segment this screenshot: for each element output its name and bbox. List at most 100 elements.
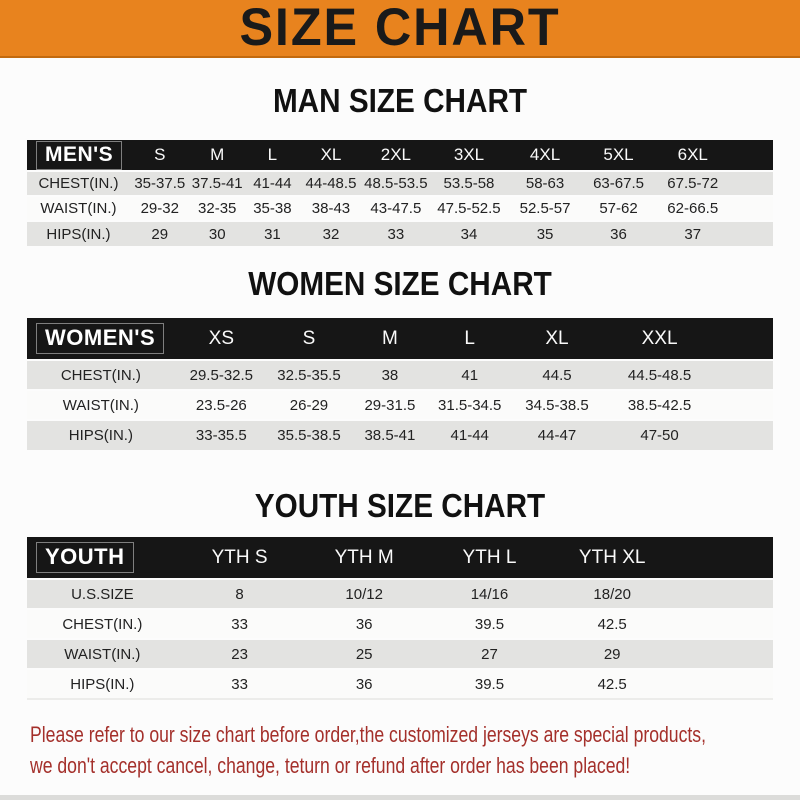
row-label-cell: HIPS(IN.) — [27, 419, 175, 450]
row-label-cell: CHEST(IN.) — [27, 359, 175, 390]
value-cell: 26-29 — [267, 389, 350, 420]
order-disclaimer: Please refer to our size chart before or… — [0, 719, 800, 781]
table-row: WAIST(IN.) 23.5-26 26-29 29-31.5 31.5-34.5 34… — [27, 389, 773, 420]
value-cell: 35.5-38.5 — [267, 419, 350, 450]
spacer-cell — [672, 537, 773, 579]
value-cell: 30 — [189, 220, 245, 246]
size-column-header: 3XL — [453, 145, 485, 164]
size-chart-banner: SIZE CHART — [0, 0, 800, 58]
spacer-cell — [715, 318, 773, 360]
table-corner-label: YOUTH — [36, 542, 134, 573]
page-title: SIZE CHART — [239, 0, 561, 57]
row-label-cell: HIPS(IN.) — [27, 220, 130, 246]
value-cell: 57-62 — [581, 195, 656, 221]
value-cell: 44.5 — [509, 359, 605, 390]
value-cell: 38.5-42.5 — [604, 389, 715, 420]
table-row: U.S.SIZE 8 10/12 14/16 18/20 — [27, 578, 773, 609]
value-cell: 36 — [581, 220, 656, 246]
value-cell: 32 — [300, 220, 362, 246]
value-cell: 41 — [429, 359, 510, 390]
size-column-header: YTH S — [211, 546, 268, 568]
size-column-header: XL — [545, 327, 569, 349]
value-cell: 27 — [426, 638, 553, 669]
youth-size-chart-title: YOUTH SIZE CHART — [254, 487, 546, 524]
size-column-header: XS — [208, 327, 234, 349]
spacer-cell — [730, 220, 773, 246]
disclaimer-line-2: we don't accept cancel, change, teturn o… — [30, 753, 631, 778]
table-row: HIPS(IN.) 29 30 31 32 33 34 35 36 37 — [27, 220, 773, 246]
table-corner-cell: WOMEN'S — [27, 318, 175, 360]
man-size-section: MAN SIZE CHART MEN'S S M L XL 2XL 3XL 4XL 5XL 6XL… — [0, 83, 800, 246]
size-column-header: L — [267, 145, 278, 164]
value-cell: 23.5-26 — [174, 389, 268, 420]
size-column-header: XXL — [641, 327, 678, 349]
spacer-cell — [730, 140, 773, 171]
women-size-chart-title: WOMEN SIZE CHART — [248, 265, 552, 302]
value-cell: 36 — [301, 608, 427, 639]
size-column-header: XL — [320, 145, 342, 164]
spacer-cell — [672, 578, 773, 609]
disclaimer-line-1: Please refer to our size chart before or… — [30, 722, 706, 747]
value-cell: 39.5 — [426, 608, 553, 639]
value-cell: 29.5-32.5 — [174, 359, 268, 390]
table-row: HIPS(IN.) 33 36 39.5 42.5 — [27, 668, 773, 699]
value-cell: 29-32 — [129, 195, 190, 221]
row-label-cell: HIPS(IN.) — [27, 668, 178, 699]
value-cell: 32.5-35.5 — [267, 359, 350, 390]
value-cell: 38.5-41 — [350, 419, 430, 450]
table-row: CHEST(IN.) 29.5-32.5 32.5-35.5 38 41 44.5 44.5… — [27, 359, 773, 390]
value-cell: 62-66.5 — [655, 195, 731, 221]
row-label-cell: CHEST(IN.) — [27, 170, 130, 196]
bottom-edge-strip — [0, 795, 800, 800]
size-table-header-row: WOMEN'S XS S M L XL XXL — [27, 318, 773, 360]
size-column-header: S — [154, 145, 166, 164]
value-cell: 35-38 — [244, 195, 301, 221]
size-column-header: YTH L — [462, 546, 517, 568]
size-column-header: 4XL — [529, 145, 561, 164]
man-size-chart-title: MAN SIZE CHART — [272, 82, 528, 119]
value-cell: 67.5-72 — [655, 170, 731, 196]
value-cell: 18/20 — [552, 578, 673, 609]
table-corner-cell: MEN'S — [27, 140, 130, 171]
women-size-section: WOMEN SIZE CHART WOMEN'S XS S M L XL XXL CHEST(… — [0, 266, 800, 450]
value-cell: 52.5-57 — [508, 195, 582, 221]
table-row: WAIST(IN.) 23 25 27 29 — [27, 638, 773, 669]
value-cell: 34.5-38.5 — [509, 389, 605, 420]
size-column-header: M — [381, 327, 398, 349]
spacer-cell — [714, 419, 773, 450]
value-cell: 23 — [177, 638, 302, 669]
size-table-header-row: MEN'S S M L XL 2XL 3XL 4XL 5XL 6XL — [27, 140, 773, 171]
value-cell: 33 — [361, 220, 430, 246]
spacer-cell — [714, 389, 773, 420]
value-cell: 47.5-52.5 — [429, 195, 509, 221]
value-cell: 31 — [244, 220, 301, 246]
size-column-header: L — [464, 327, 475, 349]
size-column-header: 5XL — [603, 145, 634, 164]
value-cell: 39.5 — [426, 668, 553, 699]
table-row: CHEST(IN.) 35-37.5 37.5-41 41-44 44-48.5 48.5… — [27, 170, 773, 196]
value-cell: 53.5-58 — [429, 170, 509, 196]
value-cell: 14/16 — [426, 578, 553, 609]
row-label-cell: WAIST(IN.) — [27, 195, 130, 221]
size-column-header: YTH XL — [578, 546, 646, 568]
size-column-header: 2XL — [380, 145, 411, 164]
value-cell: 63-67.5 — [581, 170, 656, 196]
value-cell: 47-50 — [604, 419, 715, 450]
row-label-cell: WAIST(IN.) — [27, 389, 175, 420]
value-cell: 38-43 — [300, 195, 362, 221]
value-cell: 48.5-53.5 — [361, 170, 430, 196]
value-cell: 38 — [350, 359, 430, 390]
value-cell: 10/12 — [301, 578, 427, 609]
value-cell: 42.5 — [552, 668, 673, 699]
value-cell: 41-44 — [244, 170, 301, 196]
value-cell: 44-48.5 — [300, 170, 362, 196]
value-cell: 33 — [177, 668, 302, 699]
value-cell: 41-44 — [429, 419, 510, 450]
youth-size-table: YOUTH YTH S YTH M YTH L YTH XL U.S.SIZE 8 10/12… — [27, 537, 773, 700]
table-corner-label: MEN'S — [36, 140, 123, 170]
value-cell: 44-47 — [509, 419, 605, 450]
size-table-header-row: YOUTH YTH S YTH M YTH L YTH XL — [27, 537, 773, 579]
value-cell: 35-37.5 — [129, 170, 190, 196]
value-cell: 58-63 — [508, 170, 582, 196]
women-size-table: WOMEN'S XS S M L XL XXL CHEST(IN.) 29.5-32.5 32.5… — [27, 318, 773, 450]
